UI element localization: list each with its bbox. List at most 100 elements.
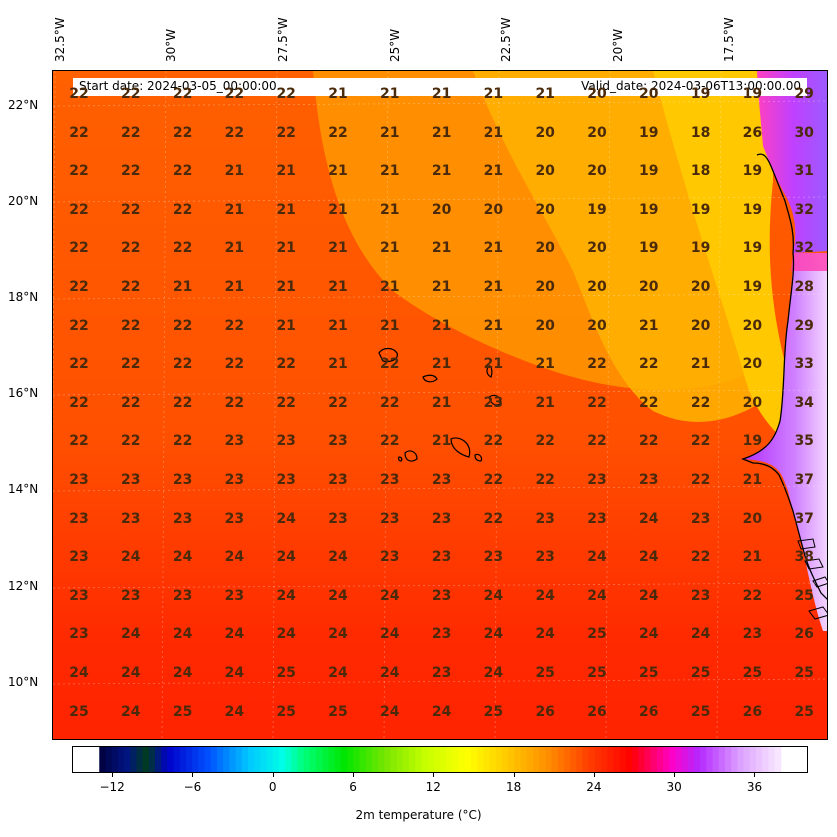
- longitude-label: 20°W: [611, 28, 625, 62]
- temperature-value: 38: [794, 549, 814, 566]
- temperature-value: 22: [276, 394, 296, 411]
- temperature-value: 23: [431, 665, 452, 681]
- temperature-value: 24: [172, 626, 193, 643]
- colorbar-segment: [117, 747, 125, 772]
- temperature-value: 22: [224, 394, 245, 411]
- colorbar-segment: [551, 747, 559, 772]
- temperature-value: 23: [69, 472, 89, 488]
- temperature-value: 21: [535, 394, 555, 411]
- temperature-value: 23: [224, 587, 245, 604]
- temperature-value: 23: [276, 472, 296, 488]
- colorbar-segment: [235, 747, 243, 772]
- temperature-value: 23: [172, 472, 193, 488]
- temperature-value: 24: [172, 549, 193, 566]
- temperature-value: 24: [483, 587, 504, 604]
- temperature-value: 18: [690, 163, 711, 180]
- colorbar-title: 2m temperature (°C): [355, 808, 482, 822]
- temperature-value: 23: [380, 549, 400, 566]
- temperature-value: 21: [380, 86, 400, 102]
- temperature-value: 22: [690, 472, 711, 488]
- colorbar-segment: [743, 747, 751, 772]
- temperature-value: 25: [587, 665, 607, 681]
- colorbar-segment: [148, 747, 156, 772]
- temperature-value: 21: [380, 240, 400, 257]
- temperature-value: 24: [380, 703, 400, 720]
- temperature-value: 21: [224, 201, 245, 218]
- colorbar-tick-mark: [593, 773, 595, 777]
- temperature-value: 19: [742, 201, 763, 218]
- colorbar-tick-mark: [353, 773, 355, 777]
- temperature-value: 29: [794, 317, 814, 334]
- colorbar-segment: [663, 747, 670, 772]
- temperature-value: 21: [224, 240, 245, 257]
- temperature-value: 23: [121, 510, 141, 527]
- temperature-value: 23: [328, 472, 348, 488]
- temperature-value: 24: [639, 510, 659, 527]
- colorbar-segment: [576, 747, 584, 772]
- colorbar-segment: [644, 747, 652, 772]
- colorbar-segment: [470, 747, 478, 772]
- temperature-value: 26: [742, 703, 763, 720]
- temperature-value: 23: [587, 472, 607, 488]
- temperature-value: 24: [276, 549, 296, 566]
- temperature-value: 22: [172, 163, 193, 180]
- temperature-value: 25: [535, 665, 555, 681]
- temperature-value: 21: [431, 279, 452, 295]
- temperature-value: 18: [690, 124, 711, 141]
- temperature-value: 20: [535, 163, 555, 180]
- temperature-value: 22: [639, 433, 659, 450]
- temperature-value: 20: [587, 240, 607, 257]
- colorbar-segment: [446, 747, 453, 772]
- colorbar-segment: [632, 747, 639, 772]
- temperature-value: 23: [224, 510, 245, 527]
- colorbar-segment: [371, 747, 379, 772]
- colorbar-segment: [613, 747, 621, 772]
- temperature-value: 23: [690, 587, 711, 604]
- temperature-value: 20: [483, 201, 504, 218]
- temperature-value: 22: [742, 587, 763, 604]
- colorbar: [72, 746, 808, 773]
- temperature-value: 31: [794, 163, 814, 180]
- colorbar-segment: [241, 747, 249, 772]
- colorbar-segment: [768, 747, 776, 772]
- colorbar-segment: [687, 747, 695, 772]
- temperature-value: 20: [690, 279, 711, 295]
- temperature-value: 24: [224, 665, 245, 681]
- temperature-value: 22: [224, 86, 245, 102]
- temperature-value: 21: [431, 124, 452, 141]
- temperature-value: 22: [483, 510, 504, 527]
- colorbar-segment: [278, 747, 286, 772]
- colorbar-segment: [402, 747, 410, 772]
- colorbar-tick-mark: [112, 773, 114, 777]
- longitude-label: 17.5°W: [722, 17, 736, 62]
- colorbar-segment: [185, 747, 193, 772]
- temperature-value: 24: [224, 703, 245, 720]
- colorbar-segment: [291, 747, 299, 772]
- graticule: [53, 71, 827, 739]
- colorbar-segment: [378, 747, 385, 772]
- temperature-value: 22: [69, 201, 89, 218]
- colorbar-segment: [464, 747, 472, 772]
- temperature-value: 34: [794, 394, 814, 411]
- temperature-value: 26: [535, 703, 555, 720]
- temperature-value: 22: [483, 472, 504, 488]
- temperature-value: 24: [224, 626, 245, 643]
- temperature-value: 21: [380, 279, 400, 295]
- temperature-value: 20: [587, 163, 607, 180]
- temperature-value: 21: [380, 124, 400, 141]
- temperature-value: 24: [380, 665, 400, 681]
- temperature-value: 22: [690, 549, 711, 566]
- colorbar-segment: [477, 747, 484, 772]
- temperature-value: 25: [794, 587, 814, 604]
- temperature-value: 22: [276, 124, 296, 141]
- temperature-value: 22: [69, 433, 89, 450]
- temperature-value: 25: [794, 703, 814, 720]
- temperature-value: 20: [639, 279, 659, 295]
- temperature-value: 22: [535, 472, 555, 488]
- coast-islands-bissau: [797, 538, 827, 620]
- colorbar-segment: [526, 747, 534, 772]
- temperature-value: 21: [431, 86, 452, 102]
- temperature-value: 22: [121, 317, 141, 334]
- colorbar-segment: [384, 747, 391, 772]
- date-info-bar: Start date: 2024-03-05_00:00:00 Valid_da…: [73, 78, 807, 96]
